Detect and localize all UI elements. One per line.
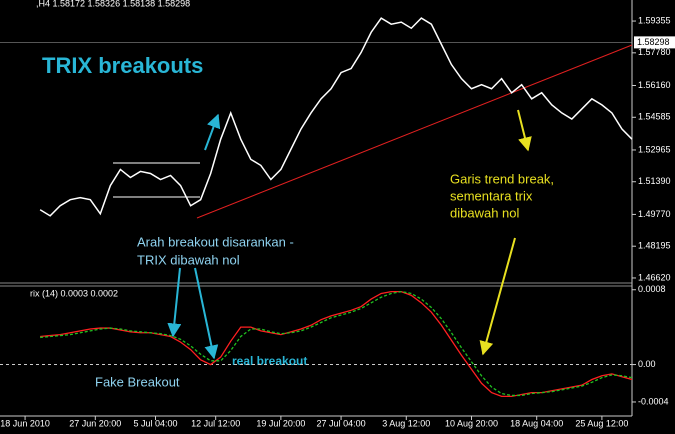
y-tick-label: 1.56160 [638,80,671,90]
y-tick-label: 1.51390 [638,176,671,186]
y-tick-label: 1.48195 [638,241,671,251]
arrow [194,267,219,360]
y-tick-label: 1.57780 [638,47,671,57]
annotation: Garis trend break, [450,171,554,186]
series-line [40,290,633,398]
series-line [40,290,633,397]
last-price-box [634,36,675,49]
x-tick-label: 27 Jun 20:00 [69,418,121,428]
x-tick-label: 27 Jul 04:00 [317,418,366,428]
arrow [204,113,221,151]
trend-line [196,44,633,219]
annotation: dibawah nol [450,205,519,220]
last-price-label: 1.58298 [637,37,670,47]
y-tick-label: 1.46620 [638,272,671,282]
y-tick-label: 1.54585 [638,112,671,122]
x-tick-label: 12 Jul 12:00 [191,418,240,428]
y-tick-label: 1.52965 [638,144,671,154]
x-tick-label: 25 Aug 12:00 [575,418,628,428]
y-tick-label: 1.59355 [638,15,671,25]
arrow [167,267,182,338]
annotation: real breakout [232,354,307,368]
x-tick-label: 18 Aug 04:00 [510,418,563,428]
indicator-title: rix (14) 0.0003 0.0002 [30,288,118,298]
y-tick-label: 0.0008 [638,284,666,294]
x-tick-label: 5 Jul 04:00 [133,418,177,428]
y-tick-label: 1.49770 [638,209,671,219]
annotation: Arah breakout disarankan - [137,234,294,249]
arrow [479,237,516,356]
series-line [39,17,633,217]
annotation: sementara trix [450,188,533,203]
annotation: Fake Breakout [95,374,180,389]
annotation: TRIX dibawah nol [137,252,240,267]
x-tick-label: 3 Aug 12:00 [382,418,430,428]
x-tick-label: 10 Aug 20:00 [445,418,498,428]
y-tick-label: -0.0004 [638,396,669,406]
annotation: TRIX breakouts [42,53,203,78]
header: ,H4 1.58172 1.58326 1.58138 1.58298 [36,0,190,8]
arrow [517,109,532,152]
y-tick-label: 0.00 [638,359,656,369]
x-tick-label: 18 Jun 2010 [0,418,50,428]
x-tick-label: 19 Jul 20:00 [256,418,305,428]
